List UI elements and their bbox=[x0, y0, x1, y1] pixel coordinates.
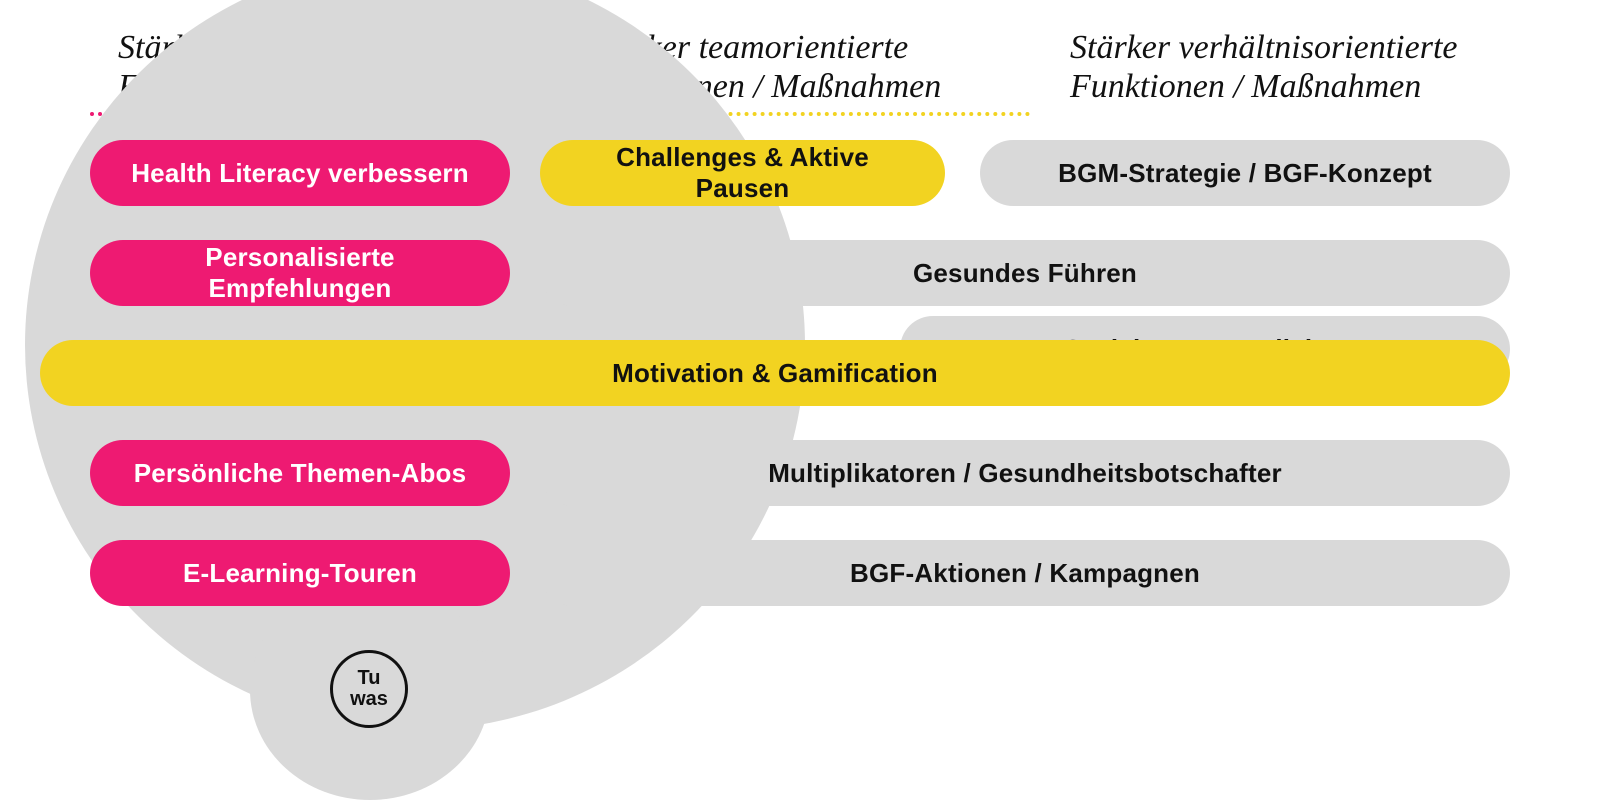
pill-label: E‑Learning‑Touren bbox=[183, 558, 417, 589]
pill-multiplikatoren: Multiplikatoren / Gesundheitsbotschafter bbox=[540, 440, 1510, 506]
pill-label: Health Literacy verbessern bbox=[131, 158, 469, 189]
pill-label: BGM‑Strategie / BGF‑Konzept bbox=[1058, 158, 1432, 189]
pill-label: Personalisierte Empfehlungen bbox=[118, 242, 482, 304]
pill-label: Challenges & Aktive Pausen bbox=[568, 142, 917, 204]
infographic-canvas: Stärker verhaltensorientierte Funktionen… bbox=[0, 0, 1600, 800]
column-header-3: Stärker verhältnisorientierte Funktionen… bbox=[1070, 28, 1457, 106]
tu-was-badge: Tuwas bbox=[330, 650, 408, 728]
pill-personalisierte-empfehlungen: Personalisierte Empfehlungen bbox=[90, 240, 510, 306]
pill-themen-abos: Persönliche Themen‑Abos bbox=[90, 440, 510, 506]
pill-label: Gesundes Führen bbox=[913, 258, 1137, 289]
pill-label: Motivation & Gamification bbox=[612, 358, 938, 389]
pill-health-literacy: Health Literacy verbessern bbox=[90, 140, 510, 206]
badge-text: Tuwas bbox=[350, 668, 388, 710]
pill-label: Persönliche Themen‑Abos bbox=[134, 458, 467, 489]
pill-label: Multiplikatoren / Gesundheitsbotschafter bbox=[768, 458, 1282, 489]
pill-label: BGF‑Aktionen / Kampagnen bbox=[850, 558, 1200, 589]
pill-gesundes-fuehren: Gesundes Führen bbox=[540, 240, 1510, 306]
pill-elearning-touren: E‑Learning‑Touren bbox=[90, 540, 510, 606]
pill-bgm-strategie: BGM‑Strategie / BGF‑Konzept bbox=[980, 140, 1510, 206]
pill-challenges: Challenges & Aktive Pausen bbox=[540, 140, 945, 206]
pill-bgf-aktionen: BGF‑Aktionen / Kampagnen bbox=[540, 540, 1510, 606]
pill-motivation-gamification: Motivation & Gamification bbox=[40, 340, 1510, 406]
